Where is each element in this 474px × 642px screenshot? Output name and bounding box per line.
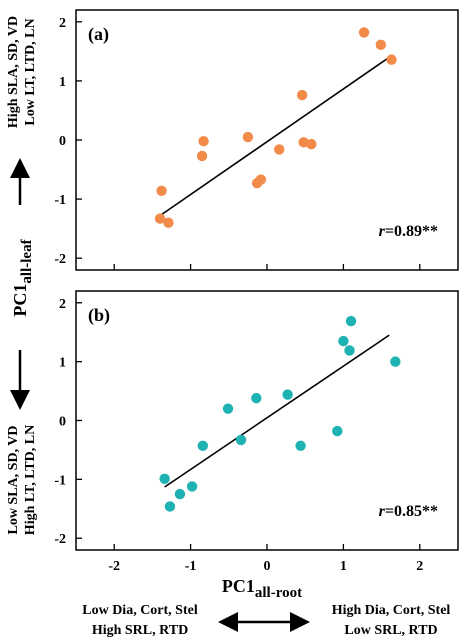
panel-b-xtick-label: 0 (264, 559, 271, 574)
panel-b-point (197, 440, 209, 452)
y-title-main: PC1 (10, 284, 30, 317)
panel-b-fit-line (164, 334, 390, 488)
panel-b-point (251, 392, 262, 404)
panel-b-point (332, 425, 343, 437)
panel-b-plot: -2 -1 0 1 2 -2 -1 0 1 2 (b) r=0.85** (54, 290, 459, 574)
panel-a-point (375, 39, 387, 51)
panel-a-point (386, 54, 397, 65)
y-top-label-line2: Low LT, LTD, LN (23, 18, 38, 125)
panel-b-point (159, 473, 170, 484)
panel-a-point (358, 27, 370, 38)
panel-a-point (163, 217, 174, 228)
panel-a-point (154, 213, 166, 224)
panel-b-point (390, 356, 401, 367)
panel-a-point (255, 174, 267, 185)
panel-b-point (186, 481, 198, 492)
panel-a-ytick-label: -1 (54, 193, 66, 208)
y-bottom-label-line1: Low SLA, SD, VD (6, 425, 21, 534)
panel-a-stat-r: r (379, 223, 386, 240)
panel-b-point (338, 335, 349, 347)
x-left-label-line1: Low Dia, Cort, Stel (82, 603, 198, 618)
panel-a-ytick-label: -2 (54, 252, 66, 267)
panel-b-ytick-label: -1 (54, 473, 66, 488)
y-bottom-label-line2: High LT, LTD, LN (23, 425, 38, 535)
panel-a-point (306, 138, 317, 150)
panel-b-ytick-label: 1 (59, 356, 66, 371)
y-axis-title: PC1all-leaf (10, 238, 35, 316)
panel-b-label: (b) (88, 305, 110, 326)
y-top-label-line1: High SLA, SD, VD (6, 16, 21, 128)
panel-a-point (296, 89, 308, 101)
panel-b-point (235, 434, 247, 446)
panel-a-ytick-label: 0 (59, 134, 66, 149)
panel-a-point (198, 135, 209, 147)
panel-b-stat-r: r (379, 503, 386, 520)
panel-b-stat-value: =0.85** (385, 503, 438, 520)
svg-text:PC1all-leaf: PC1all-leaf (10, 238, 35, 316)
panel-a-stat: r=0.89** (379, 223, 438, 240)
panel-b-ytick-label: -2 (54, 532, 66, 547)
panel-b-point (174, 488, 186, 500)
y-title-sub: all-leaf (19, 238, 35, 283)
y-axis-bottom-annotation: Low SLA, SD, VD High LT, LTD, LN (6, 425, 38, 535)
panel-b-ytick-label: 0 (59, 415, 66, 430)
panel-a-point (196, 150, 208, 162)
panel-a-stat-value: =0.89** (385, 223, 438, 240)
panel-a-fit-line (159, 56, 390, 217)
panel-b-point (282, 389, 293, 400)
x-title-main: PC1 (222, 576, 255, 596)
panel-a-ytick-label: 1 (59, 75, 66, 90)
panel-b-point (344, 345, 355, 356)
x-right-label-line1: High Dia, Cort, Stel (332, 603, 451, 618)
panel-a-plot: -2 -1 0 1 2 (a) r=0.89** (54, 9, 459, 271)
panel-a-label: (a) (88, 24, 109, 45)
panel-b-xtick-label: -2 (108, 559, 120, 574)
y-axis-top-annotation: High SLA, SD, VD Low LT, LTD, LN (6, 16, 38, 128)
x-right-label-line2: Low SRL, RTD (344, 623, 437, 638)
panel-b-xtick-label: 1 (340, 559, 347, 574)
panel-a-ytick-label: 2 (59, 16, 66, 31)
panel-b-point (222, 403, 234, 414)
x-axis-title: PC1all-root (222, 576, 302, 601)
panel-a-point (242, 131, 254, 143)
panel-b-xtick-label: -1 (185, 559, 197, 574)
x-left-label-line2: High SRL, RTD (92, 623, 188, 638)
panel-b-stat: r=0.85** (379, 503, 438, 520)
panel-a-point (274, 144, 285, 155)
panel-b-point (164, 501, 176, 512)
panel-b-point (345, 315, 357, 327)
panel-b-point (295, 440, 306, 452)
panel-b-ytick-label: 2 (59, 297, 66, 312)
panel-a-point (156, 185, 167, 197)
panel-b-xtick-label: 2 (416, 559, 423, 574)
x-title-sub: all-root (255, 585, 302, 601)
